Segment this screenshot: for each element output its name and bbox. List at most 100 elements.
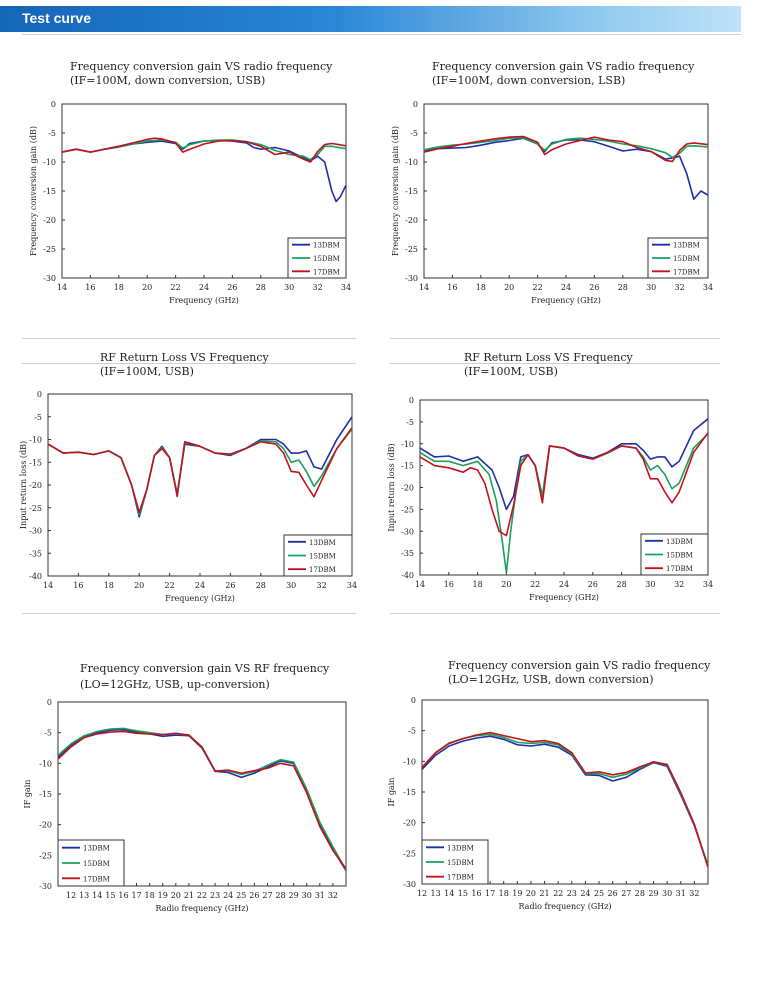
y-tick-label: -25 (405, 245, 418, 254)
legend-label: 17DBM (673, 268, 700, 276)
y-tick-label: -25 (43, 245, 56, 254)
y-tick-label: -30 (43, 274, 56, 283)
x-tick-label: 32 (675, 283, 685, 292)
chart-title: Frequency conversion gain VS radio frequ… (448, 659, 711, 672)
x-tick-label: 20 (134, 581, 144, 590)
series-line-17dbm (422, 731, 708, 868)
x-tick-label: 22 (553, 889, 563, 898)
x-tick-label: 29 (289, 891, 299, 900)
y-tick-label: -25 (29, 504, 42, 513)
x-tick-label: 17 (131, 891, 141, 900)
y-tick-label: -25 (401, 505, 414, 514)
y-tick-label: 0 (413, 100, 418, 109)
x-tick-label: 34 (341, 283, 351, 292)
y-axis-label: IF gain (387, 778, 396, 807)
x-tick-label: 32 (689, 889, 699, 898)
x-tick-label: 28 (618, 283, 628, 292)
chart-title: RF Return Loss VS Frequency (100, 351, 270, 364)
x-tick-label: 22 (165, 581, 175, 590)
x-tick-label: 18 (104, 581, 114, 590)
chart-subtitle: (IF=100M, down conversion, USB) (70, 74, 265, 87)
x-tick-label: 15 (105, 891, 115, 900)
x-tick-label: 32 (317, 581, 327, 590)
legend-label: 13DBM (666, 538, 693, 546)
chart-6: Frequency conversion gain VS radio frequ… (387, 659, 711, 911)
y-tick-label: -5 (44, 729, 52, 738)
y-tick-label: -5 (48, 129, 56, 138)
x-axis-label: Radio frequency (GHz) (518, 902, 611, 911)
legend-label: 13DBM (447, 844, 474, 852)
legend-label: 13DBM (309, 539, 336, 547)
chart-4: RF Return Loss VS Frequency(IF=100M, USB… (387, 351, 713, 602)
divider-top (22, 34, 741, 35)
x-tick-label: 32 (313, 283, 323, 292)
chart-subtitle: (LO=12GHz, USB, up-conversion) (80, 678, 270, 691)
x-tick-label: 12 (417, 889, 427, 898)
x-tick-label: 30 (662, 889, 672, 898)
y-tick-label: -5 (406, 418, 414, 427)
y-axis-label: Input return loss (dB) (19, 441, 28, 529)
x-tick-label: 18 (499, 889, 509, 898)
y-tick-label: -20 (401, 484, 414, 493)
x-tick-label: 13 (431, 889, 441, 898)
y-tick-label: -5 (410, 129, 418, 138)
x-tick-label: 25 (236, 891, 246, 900)
chart-2: Frequency conversion gain VS radio frequ… (391, 60, 713, 305)
x-tick-label: 16 (118, 891, 128, 900)
y-tick-label: 0 (51, 100, 56, 109)
y-axis-label: Frequency conversion gain (dB) (391, 126, 400, 256)
y-tick-label: -20 (403, 819, 416, 828)
x-tick-label: 20 (142, 283, 152, 292)
x-tick-label: 27 (262, 891, 272, 900)
x-axis-label: Frequency (GHz) (169, 296, 239, 305)
x-axis-label: Frequency (GHz) (531, 296, 601, 305)
y-tick-label: 0 (47, 698, 52, 707)
x-tick-label: 26 (249, 891, 259, 900)
x-tick-label: 20 (526, 889, 536, 898)
series-line-17dbm (424, 135, 708, 163)
legend-label: 15DBM (313, 255, 340, 263)
y-tick-label: -25 (403, 849, 416, 858)
chart-title: Frequency conversion gain VS radio frequ… (70, 60, 333, 73)
y-tick-label: -15 (39, 790, 52, 799)
series-line-17dbm (48, 427, 352, 514)
legend-label: 15DBM (666, 552, 693, 560)
legend-label: 17DBM (666, 565, 693, 573)
x-tick-label: 14 (57, 283, 67, 292)
x-tick-label: 24 (559, 580, 569, 589)
legend-label: 17DBM (83, 875, 110, 883)
x-tick-label: 30 (645, 580, 655, 589)
divider-row3 (22, 613, 356, 614)
x-tick-label: 13 (79, 891, 89, 900)
y-tick-label: -10 (403, 757, 416, 766)
x-tick-label: 20 (504, 283, 514, 292)
y-tick-label: -30 (405, 274, 418, 283)
x-tick-label: 19 (158, 891, 168, 900)
x-tick-label: 34 (703, 283, 713, 292)
x-tick-label: 26 (588, 580, 598, 589)
section-title: Test curve (22, 10, 91, 26)
y-tick-label: -15 (401, 462, 414, 471)
x-tick-label: 26 (608, 889, 618, 898)
x-tick-label: 23 (567, 889, 577, 898)
y-tick-label: -30 (29, 527, 42, 536)
y-tick-label: 0 (411, 696, 416, 705)
x-tick-label: 30 (302, 891, 312, 900)
chart-legend: 13DBM 15DBM 17DBM (647, 237, 709, 279)
y-tick-label: -35 (29, 549, 42, 558)
chart-subtitle: (IF=100M, USB) (464, 365, 558, 378)
x-tick-label: 21 (539, 889, 549, 898)
y-tick-label: -20 (405, 216, 418, 225)
y-tick-label: -40 (29, 572, 42, 581)
series-line-17dbm (62, 137, 346, 163)
x-tick-label: 34 (703, 580, 713, 589)
x-tick-label: 28 (635, 889, 645, 898)
series-line-17dbm (58, 730, 346, 870)
chart-subtitle: (LO=12GHz, USB, down conversion) (448, 673, 654, 686)
y-axis-label: Frequency conversion gain (dB) (29, 126, 38, 256)
y-tick-label: -5 (408, 727, 416, 736)
x-tick-label: 26 (227, 283, 237, 292)
x-tick-label: 31 (315, 891, 325, 900)
x-tick-label: 32 (674, 580, 684, 589)
y-tick-label: -30 (401, 527, 414, 536)
